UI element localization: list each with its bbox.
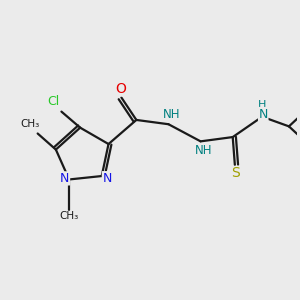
- Text: N: N: [60, 172, 70, 185]
- Text: Cl: Cl: [47, 95, 59, 109]
- Text: O: O: [116, 82, 126, 96]
- Text: H: H: [258, 100, 266, 110]
- Text: NH: NH: [195, 145, 213, 158]
- Text: CH₃: CH₃: [59, 212, 79, 221]
- Text: CH₃: CH₃: [20, 119, 39, 129]
- Text: N: N: [259, 108, 268, 121]
- Text: S: S: [232, 167, 240, 181]
- Text: NH: NH: [163, 108, 180, 121]
- Text: N: N: [102, 172, 112, 185]
